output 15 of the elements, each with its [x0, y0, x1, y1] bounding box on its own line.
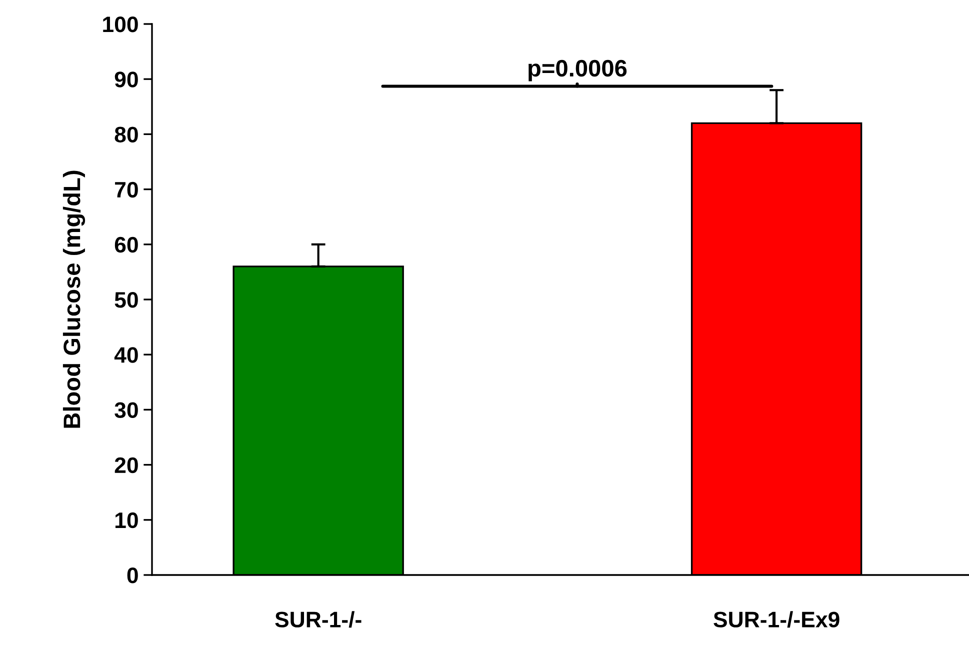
y-axis-title: Blood Glucose (mg/dL): [62, 170, 86, 428]
y-tick-label: 30: [114, 402, 138, 418]
y-tick-label: 20: [114, 457, 138, 474]
y-tick-label: 0: [127, 568, 138, 584]
y-tick-label: 40: [114, 347, 138, 363]
annotation: p=0.0006: [528, 60, 627, 82]
y-tick-label: 60: [114, 236, 138, 253]
y-tick-label: 10: [115, 512, 138, 528]
y-tick-label: 90: [114, 72, 138, 88]
x-tick-label: SUR-1-/-Ex9: [714, 611, 840, 628]
y-tick-label: 70: [115, 182, 138, 198]
y-tick-label: 100: [103, 16, 138, 32]
y-tick-label: 50: [114, 292, 138, 308]
x-tick-label: SUR-1-/-: [275, 611, 362, 628]
y-tick-label: 80: [114, 126, 138, 142]
